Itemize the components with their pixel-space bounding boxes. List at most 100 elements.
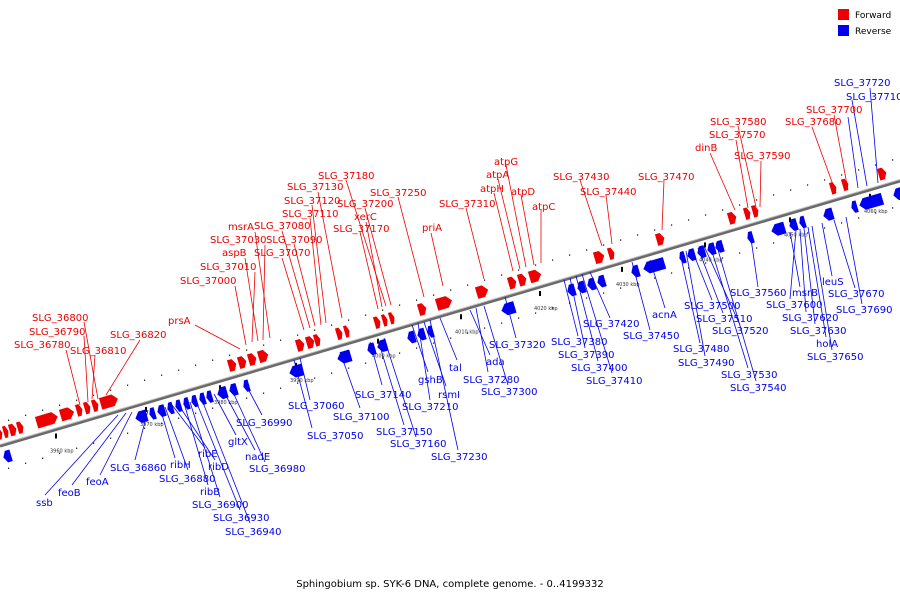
ruler-dot (586, 249, 588, 251)
reverse-gene (135, 409, 149, 424)
forward-gene (236, 356, 247, 369)
reverse-gene-mark (643, 257, 667, 274)
ruler-dot (25, 414, 27, 416)
gene-label: SLG_37030 (210, 235, 266, 246)
ruler-dot (637, 234, 639, 236)
genome-axis (0, 179, 900, 448)
gene-label: SLG_37710 (846, 92, 900, 103)
forward-gene-mark (7, 423, 17, 437)
gene-label: SLG_36820 (110, 330, 166, 341)
forward-gene (416, 303, 427, 316)
gene-label: SLG_36790 (29, 327, 85, 338)
ruler-dot (433, 294, 435, 296)
ruler-dot (365, 362, 367, 364)
ruler-dot (892, 159, 894, 161)
reverse-gene (167, 401, 175, 415)
gene-label: SLG_37090 (266, 235, 322, 246)
ruler-dot (314, 377, 316, 379)
ruler-dot (212, 407, 214, 409)
forward-gene-mark (90, 399, 99, 412)
gene-label: priA (422, 223, 442, 234)
ruler-dot (858, 217, 860, 219)
gene-label: ada (486, 357, 505, 368)
ruler-dot (790, 237, 792, 239)
forward-gene (15, 421, 24, 435)
forward-gene (516, 273, 527, 287)
ruler-dot (688, 219, 690, 221)
ruler-dot (484, 327, 486, 329)
reverse-gene (707, 242, 717, 256)
reverse-gene-mark (567, 283, 577, 297)
ruler-dot (705, 262, 707, 264)
forward-gene-mark (58, 407, 75, 422)
ruler-dot (501, 322, 503, 324)
ruler-dot (416, 299, 418, 301)
reverse-gene (799, 215, 807, 229)
gene-label: SLG_37650 (807, 352, 863, 363)
reverse-gene (697, 245, 707, 259)
reverse-gene (229, 382, 239, 396)
reverse-gene (217, 385, 229, 400)
forward-gene (7, 423, 17, 437)
forward-gene-mark (372, 316, 381, 329)
ruler-dot (76, 399, 78, 401)
ruler-dot (807, 184, 809, 186)
ruler-dot (637, 282, 639, 284)
gene-label: SLG_37430 (553, 172, 609, 183)
forward-gene (434, 296, 452, 311)
ruler-dot (297, 334, 299, 336)
ruler-dot (535, 312, 537, 314)
gene-label: tal (449, 363, 462, 374)
reverse-gene (175, 399, 183, 412)
gene-label: SLG_37590 (734, 151, 790, 162)
scale-tick-label: 4000 kbp (372, 354, 396, 360)
gene-label: ribE (198, 449, 218, 460)
reverse-gene-mark (243, 379, 251, 392)
gene-label: SLG_37140 (355, 390, 411, 401)
ruler-dot (739, 252, 741, 254)
forward-gene (726, 211, 737, 225)
reverse-gene (715, 239, 725, 253)
ruler-dot (875, 164, 877, 166)
forward-gene-mark (15, 421, 24, 435)
gene-label: SLG_37000 (180, 276, 236, 287)
scale-tick-label: 3980 kbp (214, 400, 238, 406)
gene-label: SLG_37450 (623, 331, 679, 342)
reverse-gene-mark (167, 401, 175, 415)
scale-tick (145, 407, 147, 413)
reverse-gene-mark (851, 200, 859, 213)
ruler-dot (773, 194, 775, 196)
forward-gene (387, 312, 395, 325)
forward-genes (0, 167, 887, 441)
ruler-dot (161, 422, 163, 424)
forward-gene-mark (74, 404, 83, 417)
reverse-gene (859, 192, 885, 210)
ruler-dot (314, 329, 316, 331)
ruler-dot (365, 314, 367, 316)
forward-gene (312, 334, 321, 347)
forward-gene-mark (654, 233, 665, 246)
forward-gene (474, 285, 489, 299)
gene-label: SLG_36990 (236, 418, 292, 429)
gene-label: SLG_37230 (431, 452, 487, 463)
reverse-gene (893, 186, 900, 201)
ruler-dot (841, 174, 843, 176)
gene-label: atpH (480, 184, 504, 195)
reverse-gene (337, 349, 353, 364)
reverse-gene (183, 397, 191, 410)
reverse-gene (199, 392, 207, 405)
forward-gene (840, 178, 849, 192)
ruler-dot (450, 337, 452, 339)
forward-gene-mark (726, 211, 737, 225)
gene-label: SLG_37440 (580, 187, 636, 198)
reverse-gene-mark (427, 325, 435, 338)
forward-gene (372, 316, 381, 329)
scale-tick-label: 4020 kbp (534, 306, 558, 312)
ruler-dot (161, 374, 163, 376)
ruler-dot (195, 364, 197, 366)
ruler-dot (127, 384, 129, 386)
gene-label: SLG_36940 (225, 527, 281, 538)
reverse-leaders (44, 87, 879, 524)
reverse-gene-mark (631, 264, 641, 278)
ruler-dot (399, 304, 401, 306)
